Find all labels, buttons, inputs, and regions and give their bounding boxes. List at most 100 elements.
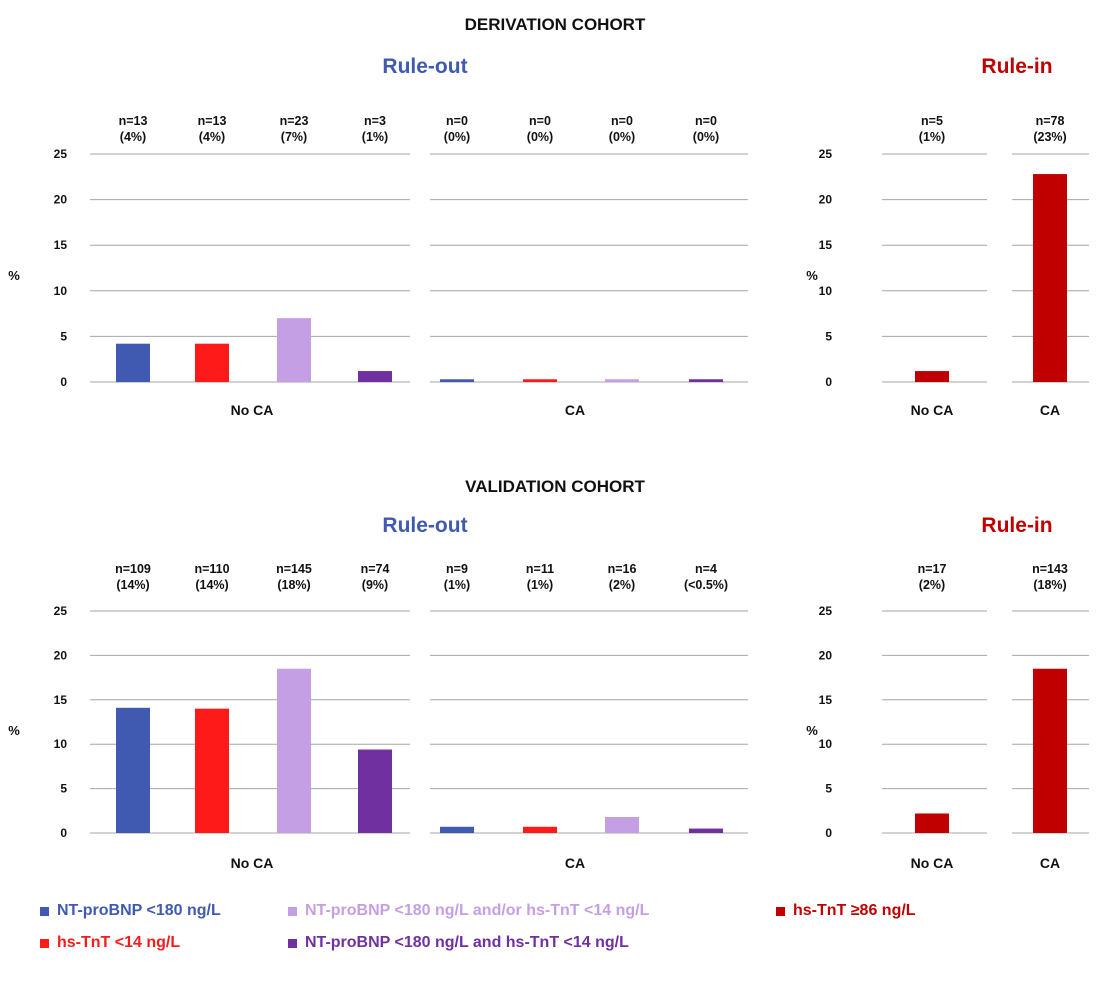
y-tick-label: 20 [54,648,68,662]
y-tick-label: 25 [819,147,833,161]
bar [277,318,311,382]
panel-title: Rule-out [382,55,467,78]
bar [195,343,229,382]
category-label: CA [1039,855,1061,871]
percent-label: (7%) [281,130,307,144]
n-label: n=23 [280,114,309,128]
legend-swatch [288,938,297,948]
y-tick-label: 10 [819,284,833,298]
legend-item: hs-TnT <14 ng/L [40,934,180,952]
bar [116,343,150,382]
percent-label: (1%) [919,130,945,144]
bar [440,826,474,833]
percent-label: (1%) [444,578,470,592]
y-tick-label: 5 [825,782,832,796]
n-label: n=4 [695,562,717,576]
legend-item: NT-proBNP <180 ng/L and hs-TnT <14 ng/L [288,934,629,952]
y-axis-label: % [8,723,20,738]
chart-legend: NT-proBNP <180 ng/L NT-proBNP <180 ng/L a… [0,840,1040,952]
bar [358,749,392,833]
y-tick-label: 0 [825,826,832,840]
cohort-title: VALIDATION COHORT [465,477,645,496]
percent-label: (4%) [120,130,146,144]
y-tick-label: 10 [54,284,68,298]
percent-label: (2%) [919,578,945,592]
bar [440,379,474,382]
y-tick-label: 5 [60,782,67,796]
n-label: n=5 [921,114,943,128]
bar [605,379,639,382]
percent-label: (23%) [1033,130,1066,144]
bar [358,371,392,382]
y-tick-label: 25 [819,604,833,618]
percent-label: (0%) [609,130,635,144]
percent-label: (14%) [116,578,149,592]
legend-item: NT-proBNP <180 ng/L [40,902,221,920]
percent-label: (4%) [199,130,225,144]
bar [1033,668,1067,833]
percent-label: (18%) [277,578,310,592]
bar [195,708,229,833]
n-label: n=109 [115,562,151,576]
n-label: n=74 [361,562,390,576]
n-label: n=0 [529,114,551,128]
y-axis-label: % [806,268,818,283]
category-label: No CA [231,402,274,418]
y-tick-label: 15 [54,693,68,707]
legend-label: NT-proBNP <180 ng/L [57,902,221,919]
legend-item: hs-TnT ≥86 ng/L [776,902,916,920]
percent-label: (0%) [693,130,719,144]
legend-label: hs-TnT <14 ng/L [57,934,181,951]
category-label: No CA [911,402,954,418]
bar [689,828,723,833]
n-label: n=13 [198,114,227,128]
percent-label: (1%) [362,130,388,144]
n-label: n=13 [119,114,148,128]
bar [915,813,949,833]
n-label: n=0 [611,114,633,128]
percent-label: (9%) [362,578,388,592]
n-label: n=11 [526,562,554,576]
y-tick-label: 15 [819,238,833,252]
y-axis-label: % [8,268,20,283]
percent-label: (18%) [1033,578,1066,592]
legend-swatch [40,938,49,948]
legend-swatch [776,906,785,916]
n-label: n=3 [364,114,386,128]
y-tick-label: 20 [819,648,833,662]
percent-label: (14%) [195,578,228,592]
y-tick-label: 15 [54,238,68,252]
bar [277,668,311,833]
y-tick-label: 20 [819,193,833,207]
y-tick-label: 25 [54,604,68,618]
chart-figure: DERIVATION COHORT Rule-out 0 5 10 15 20 25% n=13… [8,15,1089,840]
legend-swatch [288,906,297,916]
y-tick-label: 25 [54,147,68,161]
legend-label: hs-TnT ≥86 ng/L [793,902,916,919]
y-tick-label: 10 [54,737,68,751]
y-tick-label: 15 [819,693,833,707]
category-label: No CA [910,855,954,871]
n-label: n=110 [194,562,229,576]
legend-label: NT-proBNP <180 ng/L and hs-TnT <14 ng/L [305,934,629,951]
percent-label: (0%) [444,130,470,144]
percent-label: (2%) [609,578,635,592]
panel-title: Rule-in [981,514,1052,537]
bar [116,707,150,833]
y-tick-label: 0 [60,826,67,840]
legend-item: NT-proBNP <180 ng/L and/or hs-TnT <14 ng… [288,902,649,920]
category-label: CA [564,855,586,871]
y-tick-label: 5 [60,329,67,343]
y-tick-label: 10 [819,737,833,751]
y-tick-label: 20 [54,193,68,207]
bar [523,379,557,382]
legend-label: NT-proBNP <180 ng/L and/or hs-TnT <14 ng… [305,902,650,919]
n-label: n=17 [918,562,947,576]
panel-title: Rule-out [382,514,467,537]
category-label: CA [565,402,585,418]
n-label: n=0 [695,114,717,128]
legend-swatch [40,906,49,916]
y-axis-label: % [806,723,818,738]
bar [605,817,639,833]
n-label: n=145 [276,562,312,576]
